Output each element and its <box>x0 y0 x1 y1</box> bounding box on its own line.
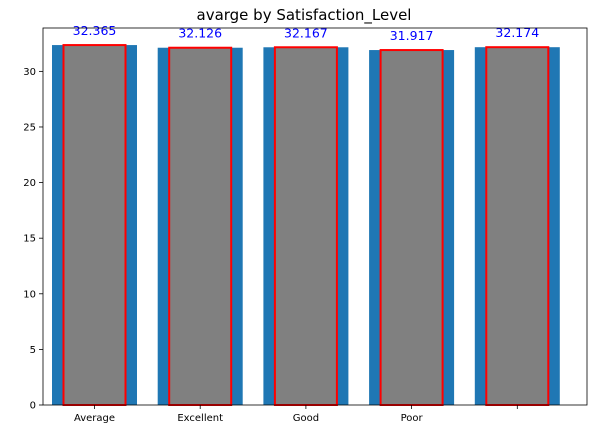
x-tick-label: Poor <box>401 413 424 424</box>
x-axis: Average Excellent Good Poor <box>74 405 518 424</box>
front-bar <box>168 46 233 407</box>
data-label: 31.917 <box>390 28 434 43</box>
y-tick-label: 5 <box>30 345 36 356</box>
data-label: 32.365 <box>73 23 117 38</box>
front-bar <box>62 44 127 406</box>
data-label-group: 32.365 32.126 32.167 31.917 32.174 <box>73 23 540 43</box>
front-bar <box>273 46 338 407</box>
y-tick-label: 15 <box>23 234 36 245</box>
y-tick-label: 30 <box>23 67 36 78</box>
x-tick-label: Excellent <box>177 413 223 424</box>
data-label: 32.126 <box>178 26 222 41</box>
front-bar <box>379 49 444 407</box>
y-tick-label: 25 <box>23 122 36 133</box>
plot-frame <box>42 27 588 406</box>
y-tick-label: 20 <box>23 178 36 189</box>
front-bar-series <box>62 44 550 407</box>
y-tick-label: 0 <box>30 401 36 412</box>
data-label: 32.167 <box>284 25 328 40</box>
data-label: 32.174 <box>495 25 539 40</box>
y-tick-label: 10 <box>23 289 36 300</box>
y-axis: 0 5 10 15 20 25 30 <box>23 67 43 412</box>
front-bar <box>485 46 550 406</box>
x-tick-label: Good <box>293 413 319 424</box>
chart-title: avarge by Satisfaction_Level <box>197 6 412 25</box>
x-tick-label: Average <box>74 413 115 424</box>
